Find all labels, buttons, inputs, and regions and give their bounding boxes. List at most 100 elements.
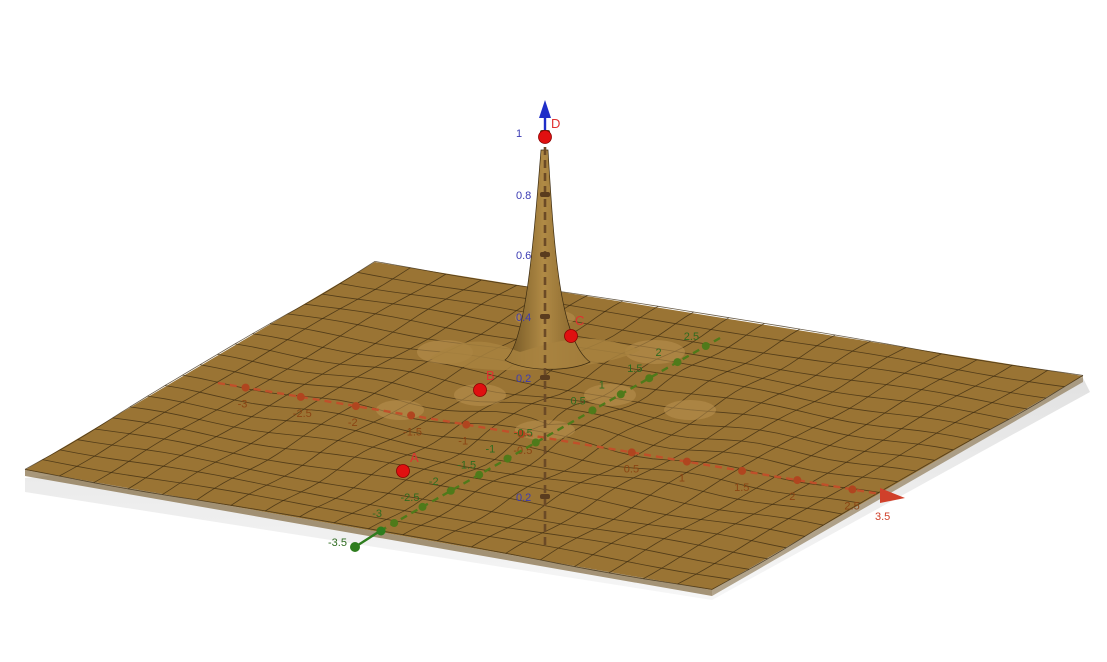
surface-bump [376, 400, 424, 420]
axis-tick-marker [407, 411, 416, 420]
axis-tick-label: 2 [789, 491, 795, 503]
axis-tick-label: -1.5 [403, 426, 422, 438]
z-tick-marker [540, 252, 550, 257]
axis-tick-label: 0.5 [571, 395, 586, 407]
point-a[interactable] [396, 464, 410, 478]
axis-tick-marker [296, 392, 305, 401]
axis-tick-marker [616, 390, 625, 399]
grid-line [402, 323, 765, 536]
grid-line [357, 272, 1065, 388]
surface-peak-ring [430, 338, 640, 371]
grid-line [217, 353, 917, 472]
point-label-c: C [575, 313, 584, 328]
grid-line [437, 328, 801, 542]
grid-line [269, 323, 972, 440]
axis-tick-marker [462, 420, 471, 429]
grid-line [287, 313, 991, 430]
grid-line [505, 340, 871, 554]
point-d[interactable] [538, 130, 552, 144]
axis-tick-label: 2 [656, 347, 662, 359]
axis-tick-label: -2 [348, 417, 358, 429]
axis-tick-label: 1 [679, 473, 685, 485]
grid-line [711, 375, 1084, 590]
points-layer: A B C D [396, 116, 584, 478]
surface-edge-right [712, 376, 1083, 596]
z-tick-marker [540, 192, 550, 197]
axis-tick-marker [503, 454, 512, 463]
y-axis-end-point [350, 542, 360, 552]
surface-peak-front [504, 149, 591, 370]
axis-tick-marker [673, 358, 682, 367]
grid-line [677, 369, 1048, 585]
surface-bump [584, 384, 636, 406]
y-axis-end-label: -3.5 [328, 537, 347, 549]
z-tick-marker [540, 314, 550, 319]
axis-tick-label: -3 [238, 399, 248, 411]
axis-tick-marker [475, 470, 484, 479]
axis-tick-label: -2.5 [401, 492, 420, 504]
axis-tick-marker [848, 485, 857, 494]
axis-tick-label: -2.5 [293, 408, 312, 420]
axis-tick-marker [446, 486, 455, 495]
axis-tick-marker [418, 502, 427, 511]
z-tick-label: 0.4 [516, 312, 531, 324]
axis-tick-marker [351, 402, 360, 411]
axis-tick-marker [627, 448, 636, 457]
grid-line [374, 261, 1084, 376]
y-axis [379, 336, 721, 533]
surface-peak [505, 150, 590, 370]
z-tick-label: 0.6 [516, 250, 531, 262]
axis-tick-label: 0.5 [624, 463, 639, 475]
x-axis-end-label: 3.5 [875, 511, 890, 523]
axis-tick-marker [682, 457, 691, 466]
axis-tick-label: 1.5 [734, 482, 749, 494]
axis-tick-marker [701, 342, 710, 350]
point-c[interactable] [564, 329, 578, 343]
axis-tick-marker [793, 476, 802, 485]
z-tick-label: 0.2 [516, 492, 531, 504]
axis-tick-marker [390, 519, 399, 527]
axis-tick-label: 1 [599, 379, 605, 391]
axis-tick-label: 2.5 [844, 500, 859, 512]
grid-line [608, 359, 977, 574]
axis-tick-marker [241, 383, 250, 392]
point-label-d: D [551, 116, 560, 131]
axis-tick-marker [588, 406, 597, 415]
z-tick-label: 0.8 [516, 190, 531, 202]
grid-line [574, 353, 942, 567]
x-axis-arrow [880, 488, 905, 503]
axis-tick-marker [517, 429, 526, 438]
point-label-b: B [486, 368, 495, 383]
axis-tick-label: -1 [458, 436, 468, 448]
axis-tick-label: -1 [486, 444, 496, 456]
grid-line [471, 334, 836, 548]
z-axis-arrow [539, 100, 551, 118]
z-tick-marker [540, 494, 550, 499]
axis-tick-label: -0.5 [514, 428, 533, 440]
point-label-a: A [410, 450, 419, 465]
grid-line [234, 343, 935, 461]
z-axis-ticks: 1 0.8 0.6 0.4 0.2 0.2 [516, 128, 550, 504]
y-axis-ticks: -3 -2.5 -2 -1.5 -1 -0.5 0.5 1 1.5 2 2.5 [372, 331, 710, 527]
axis-tick-label: -1.5 [457, 460, 476, 472]
y-axis-marker [376, 526, 386, 536]
point-b[interactable] [473, 383, 487, 397]
axis-tick-marker [645, 374, 654, 383]
axis-tick-label: -2 [429, 476, 439, 488]
axis-tick-label: -3 [372, 508, 382, 520]
grid-line [643, 364, 1013, 580]
surface-edge [25, 470, 712, 596]
axis-tick-marker [738, 466, 747, 475]
axis-tick-marker [531, 438, 540, 447]
surface-bump [664, 400, 716, 420]
z-tick-marker [540, 375, 550, 380]
grid-line [540, 347, 907, 561]
grid-line [339, 283, 1046, 399]
axis-tick-label: 1.5 [627, 363, 642, 375]
z-tick-label: 1 [516, 128, 522, 140]
z-tick-label: 0.2 [516, 373, 531, 385]
surface-bump [625, 340, 685, 364]
x-axis [217, 381, 881, 496]
axis-tick-label: 2.5 [684, 331, 699, 343]
